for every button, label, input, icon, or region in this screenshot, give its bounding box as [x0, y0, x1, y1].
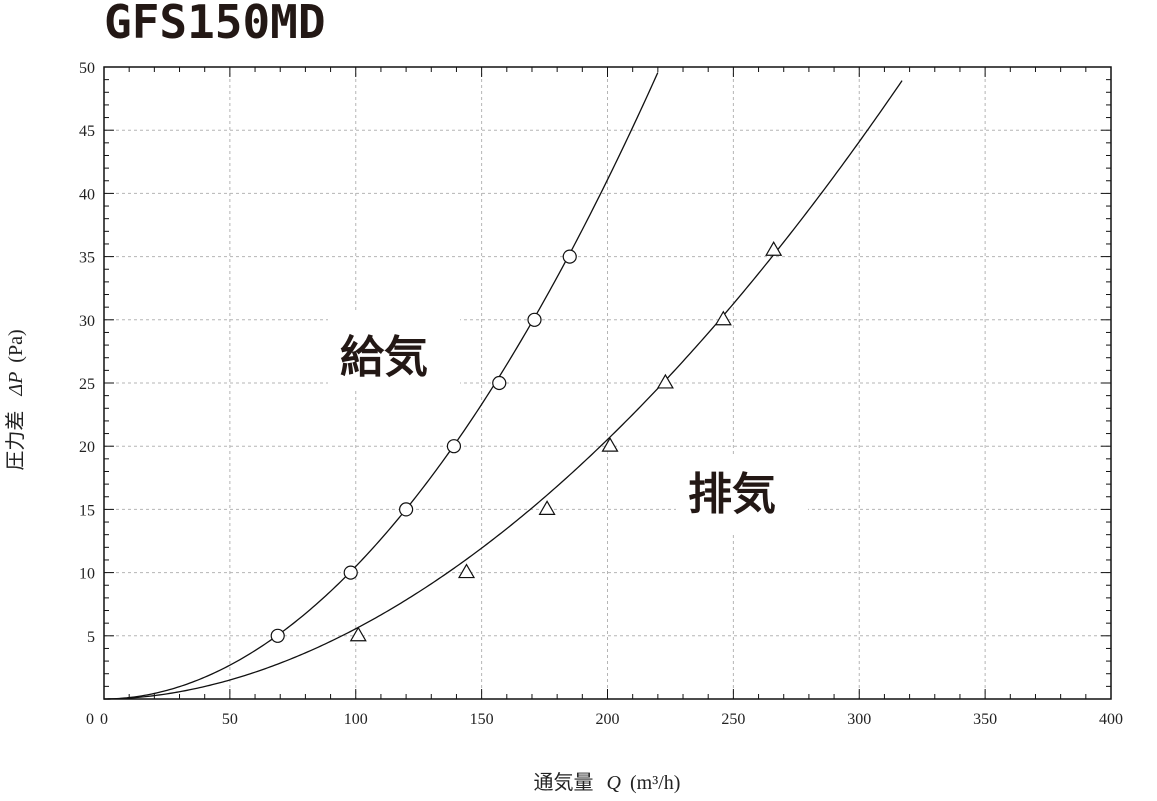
y-tick-label: 5	[87, 629, 95, 646]
x-axis-label: 通気量 Q (m³/h)	[534, 771, 681, 794]
grid	[104, 67, 1111, 699]
y-axis-unit: (Pa)	[5, 329, 27, 362]
supply-point-marker	[446, 439, 462, 454]
y-axis-label: 圧力差 ΔP (Pa)	[4, 329, 27, 470]
chart-title: GFS150MD	[104, 0, 326, 49]
exhaust-point-marker	[457, 563, 476, 579]
x-axis-symbol: Q	[607, 772, 622, 794]
tick-marks	[103, 66, 1112, 700]
exhaust-point-marker	[765, 241, 783, 256]
y-tick-label: 10	[79, 566, 95, 583]
x-tick-labels: 0 50 100 150 200 250 300 350 400	[100, 711, 1123, 728]
y-tick-label: 50	[79, 60, 95, 77]
y-tick-label: 45	[79, 123, 95, 140]
x-tick-label: 0	[100, 711, 108, 728]
supply-point-marker	[343, 565, 358, 580]
y-tick-label: 30	[79, 313, 95, 330]
series-markers	[270, 241, 783, 643]
exhaust-point-marker	[349, 626, 367, 642]
x-tick-label: 100	[344, 711, 368, 728]
x-tick-label: 400	[1099, 711, 1123, 728]
supply-point-marker	[527, 312, 542, 327]
x-tick-label: 150	[470, 711, 494, 728]
y-axis-label-text: 圧力差	[4, 411, 27, 471]
x-tick-label: 250	[721, 711, 745, 728]
supply-point-marker	[399, 502, 414, 517]
x-axis-unit: (m³/h)	[630, 772, 680, 794]
x-axis-label-text: 通気量	[534, 771, 594, 794]
y-tick-label: 35	[79, 250, 95, 267]
x-tick-label: 50	[222, 711, 238, 728]
x-tick-label: 350	[973, 711, 997, 728]
supply-label-bg	[328, 312, 460, 390]
y-axis-symbol: ΔP	[5, 372, 27, 397]
exhaust-point-marker	[656, 373, 674, 389]
exhaust-curve	[103, 80, 903, 700]
series-label-supply: 給気	[340, 332, 428, 383]
exhaust-label-bg	[676, 456, 808, 534]
y-tick-label: 20	[79, 439, 95, 456]
exhaust-point-marker	[714, 310, 732, 326]
x-tick-label: 300	[847, 711, 871, 728]
y-tick-label-origin: 0	[86, 711, 94, 728]
series-label-exhaust: 排気	[688, 469, 776, 520]
supply-point-marker	[562, 249, 577, 264]
plot-frame	[103, 66, 1112, 700]
supply-point-marker	[270, 628, 285, 643]
y-tick-label: 15	[79, 502, 95, 519]
x-tick-label: 200	[596, 711, 620, 728]
y-tick-labels: 0 5 10 15 20 25 30 35 40 45 50	[79, 60, 95, 728]
supply-point-marker	[492, 375, 507, 391]
exhaust-point-marker	[538, 500, 556, 515]
exhaust-point-marker	[601, 436, 619, 452]
y-tick-label: 25	[79, 376, 95, 393]
y-tick-label: 40	[79, 186, 95, 203]
